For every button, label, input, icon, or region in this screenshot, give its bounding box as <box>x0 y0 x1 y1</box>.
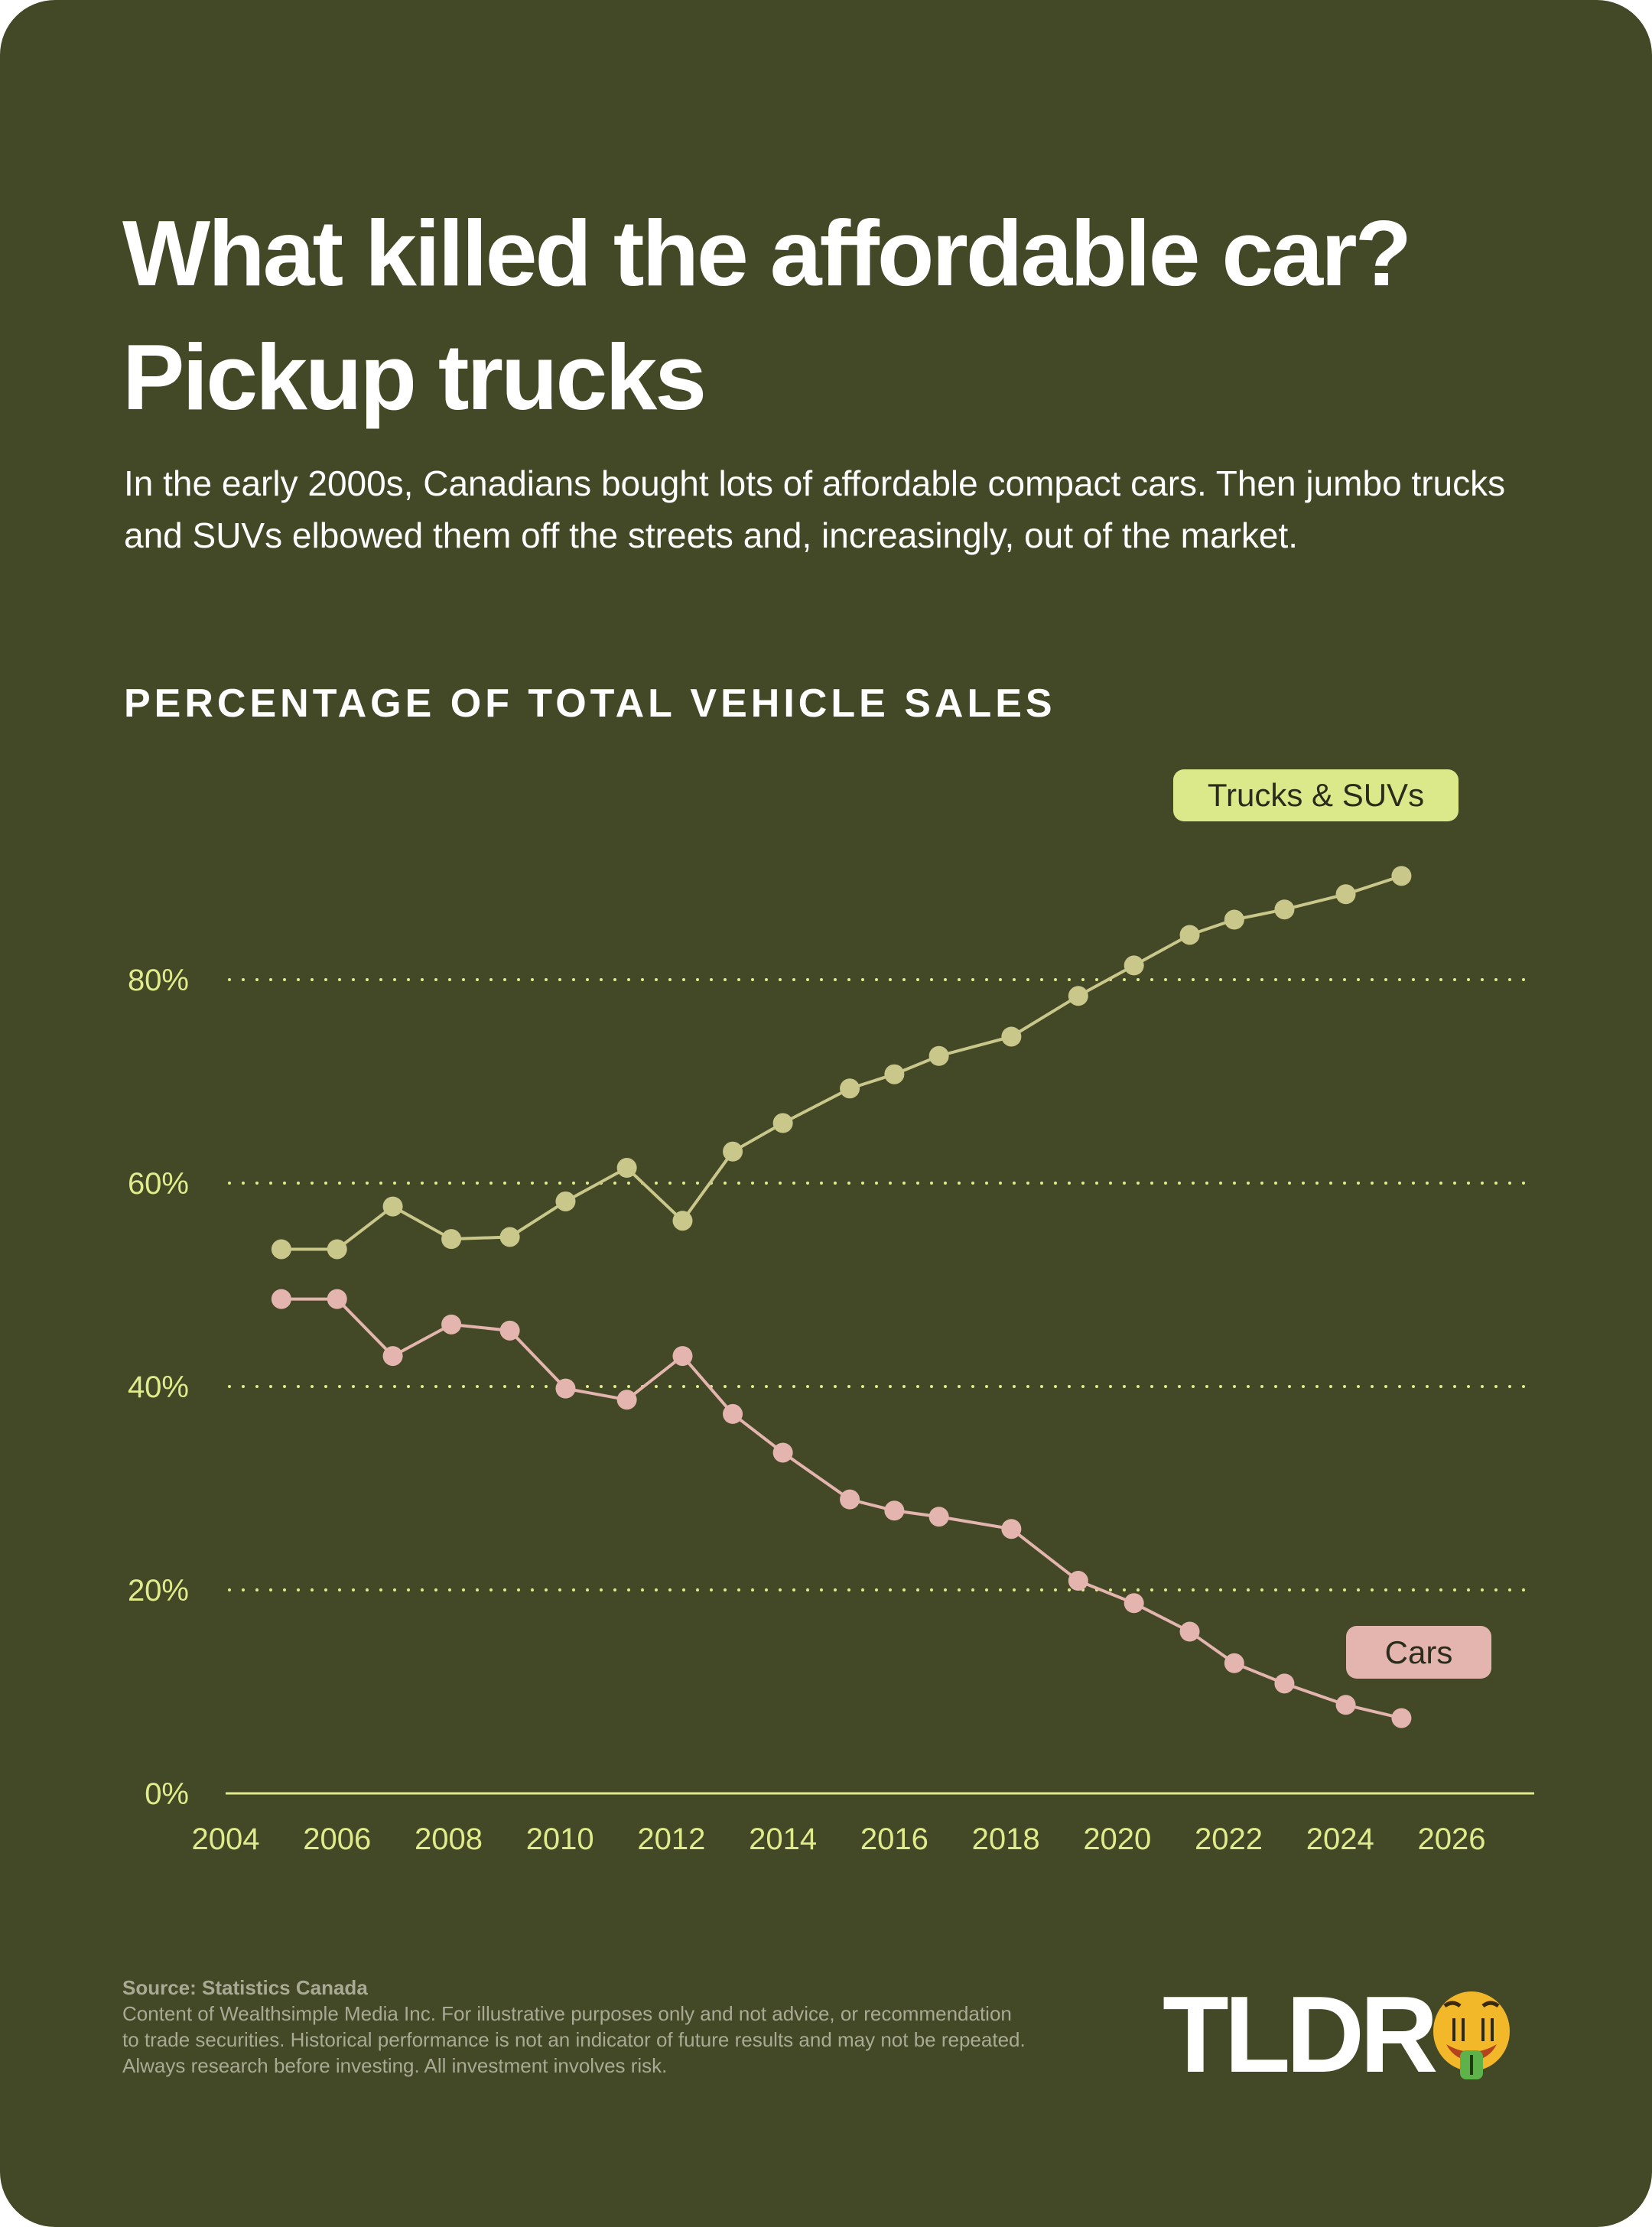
data-point-cars <box>271 1289 291 1309</box>
data-point-cars <box>441 1314 462 1335</box>
x-tick-label: 2006 <box>303 1822 371 1856</box>
data-point-trucks-suvs <box>499 1227 520 1247</box>
y-tick-label: 20% <box>128 1574 189 1608</box>
data-point-cars <box>1179 1621 1200 1642</box>
data-point-cars <box>772 1442 793 1463</box>
data-point-cars <box>616 1390 637 1410</box>
data-point-trucks-suvs <box>1274 899 1295 920</box>
data-point-cars <box>1068 1571 1088 1591</box>
y-tick-label: 60% <box>128 1167 189 1201</box>
data-point-cars <box>840 1489 860 1510</box>
chart-title: PERCENTAGE OF TOTAL VEHICLE SALES <box>124 681 1056 726</box>
footer: Source: Statistics Canada Content of Wea… <box>122 1975 1132 2079</box>
data-point-cars <box>327 1289 347 1309</box>
subtitle: In the early 2000s, Canadians bought lot… <box>124 463 1506 555</box>
data-point-cars <box>1274 1673 1295 1694</box>
money-mouth-face-icon <box>1432 1991 1510 2079</box>
data-point-trucks-suvs <box>1391 866 1412 886</box>
x-tick-label: 2018 <box>972 1822 1040 1856</box>
data-point-trucks-suvs <box>672 1211 693 1231</box>
data-point-cars <box>1391 1708 1412 1728</box>
data-point-cars <box>1224 1653 1244 1673</box>
page-title: What killed the affordable car? Pickup tr… <box>122 191 1412 439</box>
data-point-trucks-suvs <box>723 1141 743 1162</box>
x-tick-label: 2022 <box>1195 1822 1263 1856</box>
data-point-trucks-suvs <box>928 1045 949 1066</box>
data-point-cars <box>928 1507 949 1527</box>
data-point-trucks-suvs <box>616 1158 637 1179</box>
data-point-trucks-suvs <box>1124 955 1144 976</box>
data-point-cars <box>672 1346 693 1367</box>
data-point-cars <box>1335 1695 1356 1715</box>
data-point-cars <box>884 1500 905 1521</box>
data-point-trucks-suvs <box>1179 925 1200 945</box>
data-point-cars <box>555 1378 576 1399</box>
x-tick-label: 2012 <box>637 1822 705 1856</box>
x-tick-label: 2016 <box>860 1822 928 1856</box>
source-note: Source: Statistics Canada <box>122 1976 368 1999</box>
x-tick-label: 2008 <box>415 1822 483 1856</box>
disclaimer-line: to trade securities. Historical performa… <box>122 2028 1026 2051</box>
x-tick-label: 2014 <box>749 1822 817 1856</box>
data-point-trucks-suvs <box>382 1196 403 1217</box>
data-point-cars <box>382 1346 403 1367</box>
data-point-trucks-suvs <box>441 1229 462 1250</box>
data-point-cars <box>1001 1519 1022 1539</box>
series-line-trucks-suvs <box>281 874 1403 1251</box>
data-point-trucks-suvs <box>555 1191 576 1211</box>
data-point-cars <box>723 1403 743 1424</box>
data-point-cars <box>499 1320 520 1341</box>
data-point-cars <box>1124 1593 1144 1614</box>
data-point-trucks-suvs <box>1335 884 1356 905</box>
tldr-logo: TLDR <box>1163 1981 1514 2089</box>
x-tick-label: 2004 <box>192 1822 260 1856</box>
y-tick-label: 80% <box>128 964 189 997</box>
y-tick-label: 40% <box>128 1370 189 1404</box>
title-line-1: What killed the affordable car? <box>122 201 1412 305</box>
logo-text: TLDR <box>1163 1974 1439 2095</box>
data-point-trucks-suvs <box>772 1113 793 1133</box>
x-tick-label: 2010 <box>526 1822 594 1856</box>
title-line-2: Pickup trucks <box>122 325 707 429</box>
x-tick-label: 2026 <box>1418 1822 1486 1856</box>
legend-cars: Cars <box>1346 1626 1491 1679</box>
data-point-trucks-suvs <box>1224 909 1244 930</box>
data-point-trucks-suvs <box>840 1078 860 1099</box>
x-tick-label: 2020 <box>1083 1822 1151 1856</box>
data-point-trucks-suvs <box>1068 986 1088 1006</box>
disclaimer-line: Content of Wealthsimple Media Inc. For i… <box>122 2002 1012 2025</box>
x-tick-label: 2024 <box>1306 1822 1374 1856</box>
data-point-trucks-suvs <box>884 1064 905 1084</box>
data-point-trucks-suvs <box>327 1239 347 1260</box>
disclaimer-line: Always research before investing. All in… <box>122 2054 668 2077</box>
y-tick-label: 0% <box>145 1777 189 1811</box>
data-point-trucks-suvs <box>271 1239 291 1260</box>
legend-trucks-suvs: Trucks & SUVs <box>1173 769 1459 821</box>
data-point-trucks-suvs <box>1001 1026 1022 1047</box>
